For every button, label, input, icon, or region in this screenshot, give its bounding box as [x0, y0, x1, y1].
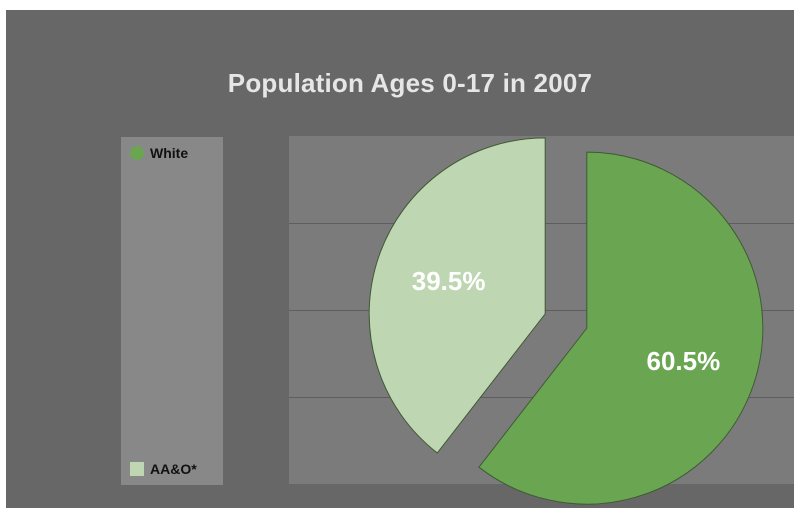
legend-item-white: White	[130, 145, 188, 161]
legend-label-aao: AA&O*	[150, 461, 197, 477]
legend-label-white: White	[150, 145, 189, 161]
legend-item-aao: AA&O*	[130, 461, 197, 477]
pie-chart: 60.5% 39.5%	[368, 137, 764, 505]
slice-label-aao: 39.5%	[412, 266, 486, 296]
chart-title: Population Ages 0-17 in 2007	[227, 68, 593, 98]
slice-label-white: 60.5%	[647, 346, 721, 376]
pie-slice-aao	[368, 137, 546, 454]
pie-slice-white	[478, 151, 764, 505]
legend: White AA&O*	[121, 137, 223, 485]
legend-swatch-aao	[130, 462, 144, 476]
chart-frame: Population Ages 0-17 in 2007 White AA&O*…	[6, 10, 794, 508]
legend-swatch-white	[130, 146, 144, 160]
